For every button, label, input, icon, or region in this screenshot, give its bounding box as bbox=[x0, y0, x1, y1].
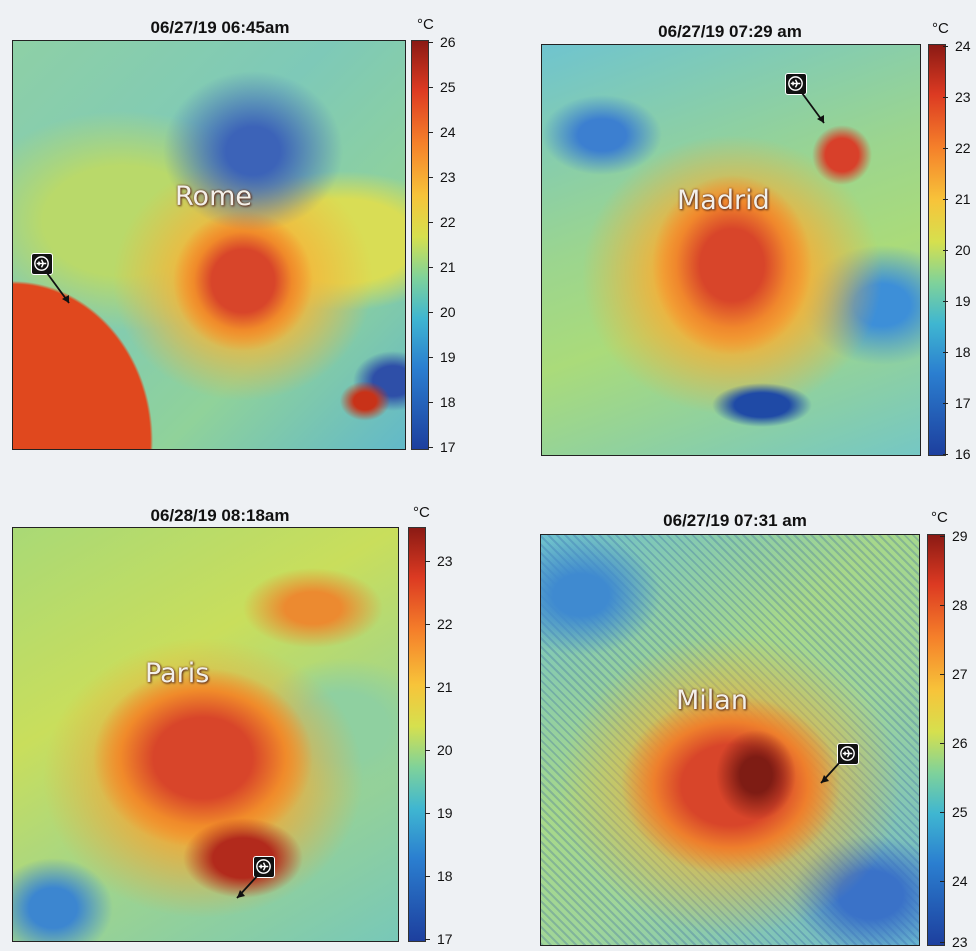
colorbar-tick: 24 bbox=[428, 124, 456, 140]
arrow-icon bbox=[820, 760, 842, 784]
airplane-icon bbox=[253, 856, 275, 878]
city-label: Rome bbox=[175, 181, 252, 212]
colorbar-tick: 21 bbox=[428, 259, 456, 275]
colorbar-tick: 20 bbox=[428, 304, 456, 320]
colorbar-tick: 22 bbox=[428, 214, 456, 230]
unit-label: °C bbox=[931, 509, 948, 526]
panel-title: 06/28/19 08:18am bbox=[150, 506, 290, 525]
arrow-icon bbox=[801, 92, 825, 124]
colorbar-tick: 24 bbox=[940, 873, 968, 889]
unit-label: °C bbox=[417, 16, 434, 33]
city-label: Milan bbox=[676, 685, 748, 716]
colorbar-tick: 26 bbox=[940, 735, 968, 751]
colorbar-tick: 23 bbox=[940, 934, 968, 950]
colorbar-tick: 19 bbox=[428, 349, 456, 365]
colorbar-tick: 17 bbox=[428, 439, 456, 455]
colorbar-tick: 20 bbox=[943, 242, 971, 258]
heatmap-image: Milan bbox=[540, 534, 920, 946]
colorbar-tick: 19 bbox=[943, 293, 971, 309]
colorbar-tick: 21 bbox=[943, 191, 971, 207]
colorbar-tick: 18 bbox=[425, 868, 453, 884]
colorbar bbox=[411, 40, 429, 450]
colorbar-tick: 19 bbox=[425, 805, 453, 821]
city-label: Paris bbox=[145, 658, 210, 689]
colorbar-tick: 25 bbox=[428, 79, 456, 95]
heatmap-image: Paris bbox=[12, 527, 399, 942]
colorbar-tick: 23 bbox=[943, 89, 971, 105]
arrow-icon bbox=[236, 873, 260, 899]
colorbar-tick: 18 bbox=[943, 344, 971, 360]
colorbar-tick: 21 bbox=[425, 679, 453, 695]
airplane-icon bbox=[31, 253, 53, 275]
colorbar-tick: 22 bbox=[425, 616, 453, 632]
colorbar-tick: 20 bbox=[425, 742, 453, 758]
colorbar bbox=[927, 534, 945, 946]
colorbar-tick: 23 bbox=[425, 553, 453, 569]
colorbar-tick: 17 bbox=[943, 395, 971, 411]
airplane-icon bbox=[837, 743, 859, 765]
colorbar-tick: 24 bbox=[943, 38, 971, 54]
colorbar-tick: 17 bbox=[425, 931, 453, 947]
panel-title: 06/27/19 06:45am bbox=[150, 18, 290, 37]
panel-title: 06/27/19 07:31 am bbox=[663, 511, 807, 530]
colorbar-tick: 25 bbox=[940, 804, 968, 820]
colorbar-tick: 28 bbox=[940, 597, 968, 613]
heatmap-image: Madrid bbox=[541, 44, 921, 456]
panel-title: 06/27/19 07:29 am bbox=[658, 22, 802, 41]
colorbar-tick: 18 bbox=[428, 394, 456, 410]
colorbar-tick: 29 bbox=[940, 528, 968, 544]
colorbar-tick: 23 bbox=[428, 169, 456, 185]
arrow-icon bbox=[46, 272, 70, 304]
colorbar-tick: 16 bbox=[943, 446, 971, 462]
unit-label: °C bbox=[932, 20, 949, 37]
colorbar-tick: 26 bbox=[428, 34, 456, 50]
colorbar-tick: 27 bbox=[940, 666, 968, 682]
airplane-icon bbox=[785, 73, 807, 95]
heatmap-image: Rome bbox=[12, 40, 406, 450]
colorbar-tick: 22 bbox=[943, 140, 971, 156]
unit-label: °C bbox=[413, 504, 430, 521]
colorbar bbox=[408, 527, 426, 942]
city-label: Madrid bbox=[677, 185, 770, 216]
